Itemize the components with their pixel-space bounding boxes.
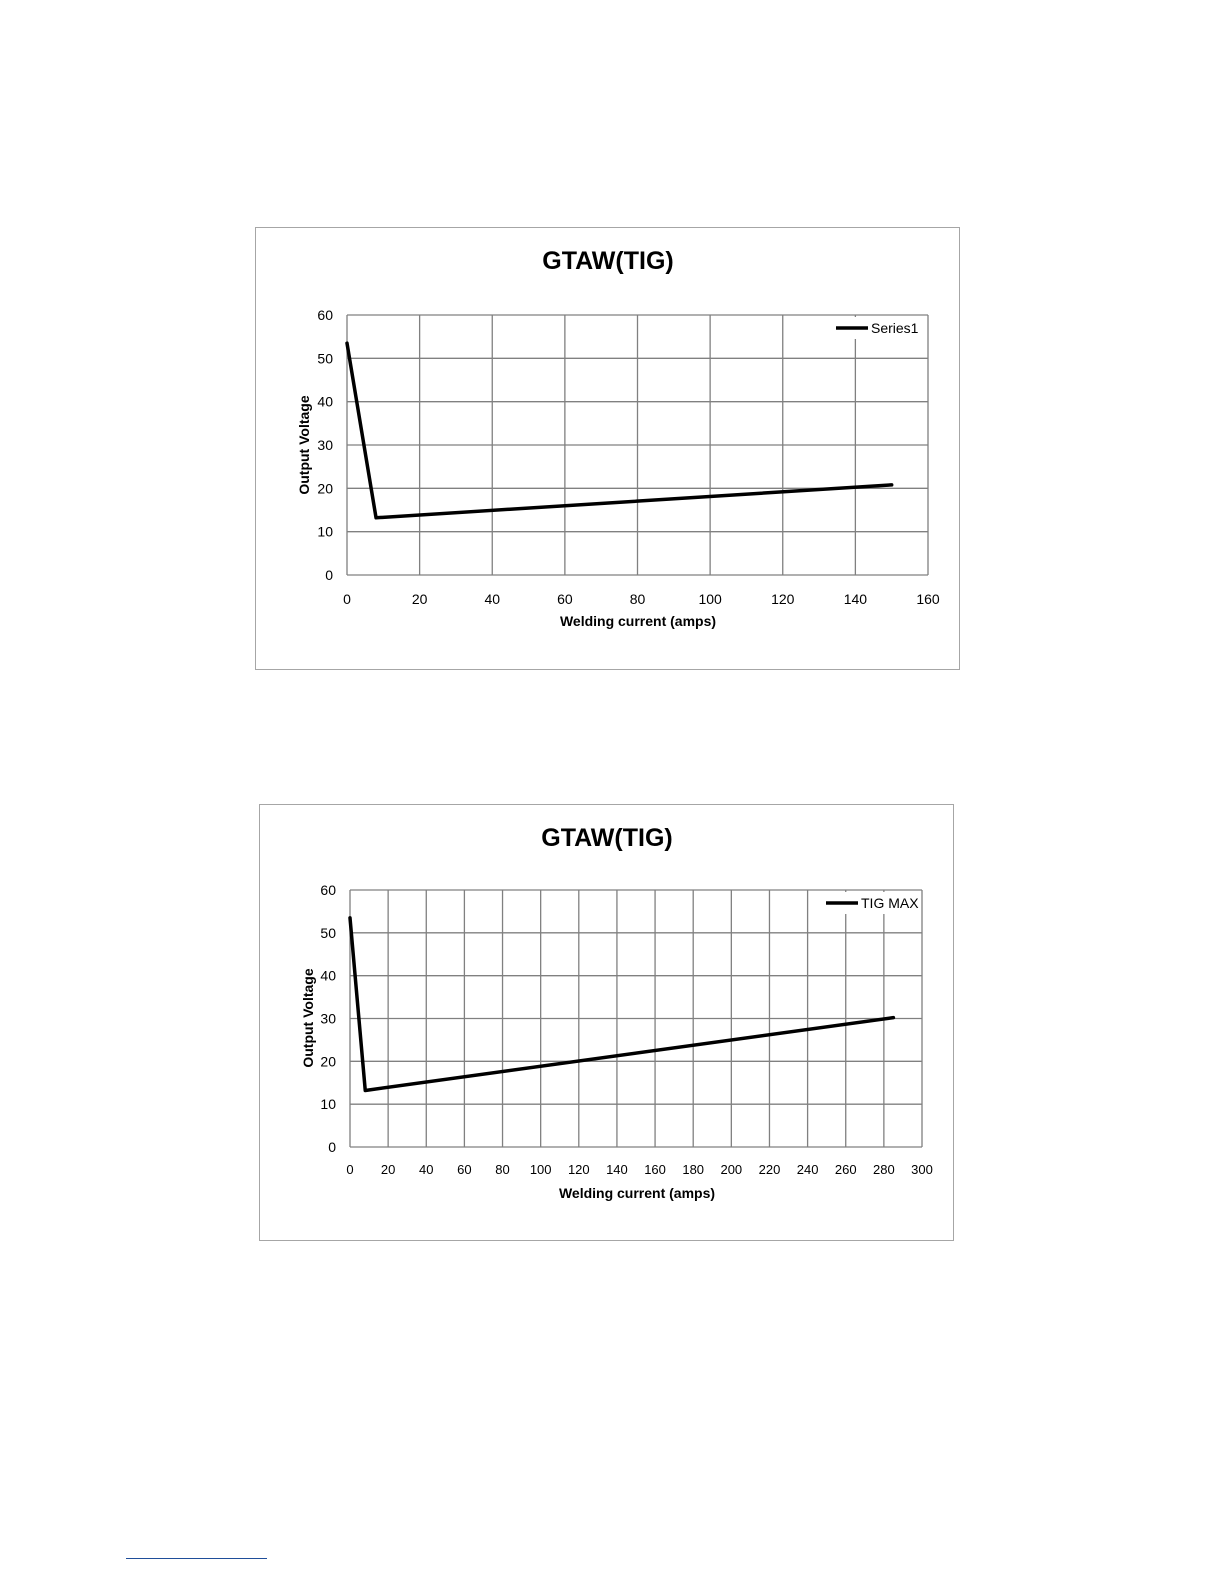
chart-title: GTAW(TIG) <box>541 824 672 852</box>
chart-title: GTAW(TIG) <box>542 247 673 275</box>
x-tick-label: 140 <box>844 591 868 607</box>
y-tick-label: 40 <box>317 394 333 410</box>
y-tick-label: 10 <box>317 524 333 540</box>
x-tick-label: 0 <box>343 591 351 607</box>
x-tick-label: 80 <box>495 1162 509 1177</box>
x-axis-label: Welding current (amps) <box>559 1185 715 1201</box>
x-tick-label: 160 <box>644 1162 666 1177</box>
y-tick-label: 50 <box>320 925 336 941</box>
x-tick-label: 260 <box>835 1162 857 1177</box>
x-tick-label: 300 <box>911 1162 933 1177</box>
x-tick-label: 220 <box>759 1162 781 1177</box>
y-tick-label: 20 <box>317 480 333 496</box>
y-axis-label: Output Voltage <box>296 395 312 494</box>
x-tick-label: 40 <box>484 591 500 607</box>
chart-1: 0 20 40 60 80 100 120 140 160 0 10 20 30 40 50 60 Series… <box>255 227 960 670</box>
y-tick-label: 0 <box>328 1139 336 1155</box>
x-tick-label: 60 <box>557 591 573 607</box>
footnote-separator <box>126 1558 267 1559</box>
x-tick-label: 80 <box>630 591 646 607</box>
x-tick-label: 20 <box>412 591 428 607</box>
y-tick-label: 30 <box>320 1011 336 1027</box>
y-tick-label: 10 <box>320 1096 336 1112</box>
x-tick-label: 40 <box>419 1162 433 1177</box>
x-tick-label: 240 <box>797 1162 819 1177</box>
chart-1-svg: 0 20 40 60 80 100 120 140 160 0 10 20 30 40 50 60 Series… <box>296 247 940 629</box>
x-tick-label: 100 <box>698 591 722 607</box>
x-tick-label: 280 <box>873 1162 895 1177</box>
y-tick-label: 50 <box>317 350 333 366</box>
y-tick-label: 20 <box>320 1053 336 1069</box>
x-tick-label: 60 <box>457 1162 471 1177</box>
y-tick-label: 60 <box>320 882 336 898</box>
legend-label: Series1 <box>871 320 919 336</box>
x-tick-label: 20 <box>381 1162 395 1177</box>
x-tick-label: 120 <box>568 1162 590 1177</box>
y-tick-label: 0 <box>325 567 333 583</box>
y-tick-label: 60 <box>317 307 333 323</box>
x-tick-label: 120 <box>771 591 795 607</box>
x-axis-label: Welding current (amps) <box>560 613 716 629</box>
chart-2: 0 20 40 60 80 100 120 140 160 180 200 220 240 260 280 3… <box>259 804 954 1241</box>
y-tick-label: 30 <box>317 437 333 453</box>
series-line <box>348 916 896 1093</box>
x-tick-label: 140 <box>606 1162 628 1177</box>
x-tick-label: 180 <box>682 1162 704 1177</box>
y-axis-label: Output Voltage <box>300 968 316 1067</box>
x-tick-label: 0 <box>346 1162 353 1177</box>
chart-2-svg: 0 20 40 60 80 100 120 140 160 180 200 220 240 260 280 3… <box>300 824 933 1201</box>
legend-label: TIG MAX <box>861 895 919 911</box>
legend-background <box>822 892 914 914</box>
legend-background <box>832 317 924 339</box>
x-tick-label: 100 <box>530 1162 552 1177</box>
x-tick-label: 160 <box>916 591 940 607</box>
y-tick-label: 40 <box>320 968 336 984</box>
x-tick-label: 200 <box>720 1162 742 1177</box>
series-line <box>345 341 894 520</box>
